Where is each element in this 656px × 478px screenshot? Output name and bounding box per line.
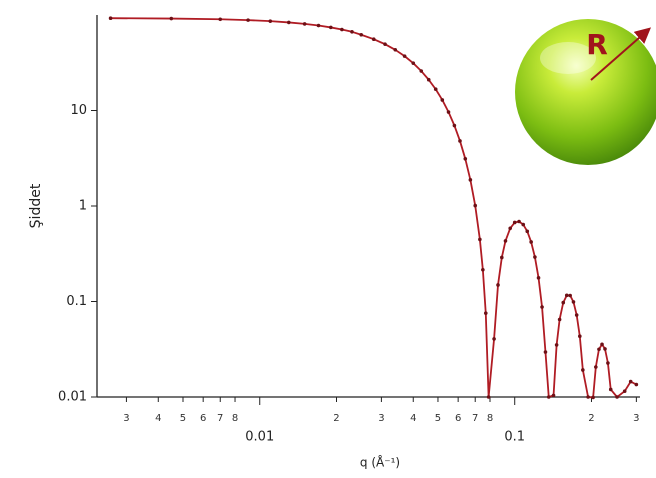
data-point bbox=[393, 48, 397, 52]
data-point bbox=[537, 276, 541, 280]
data-point bbox=[606, 361, 610, 365]
data-point bbox=[597, 347, 601, 351]
x-minor-tick-label: 8 bbox=[487, 413, 493, 424]
x-minor-tick-label: 7 bbox=[217, 413, 223, 424]
data-point bbox=[603, 347, 607, 351]
data-point bbox=[591, 396, 595, 400]
data-point bbox=[463, 157, 467, 161]
data-point bbox=[513, 221, 517, 225]
data-point bbox=[453, 124, 457, 128]
data-point bbox=[481, 268, 485, 272]
y-axis-label: Şiddet bbox=[28, 183, 44, 228]
data-point bbox=[521, 223, 525, 227]
y-tick-label: 1 bbox=[79, 199, 87, 214]
data-point bbox=[629, 380, 633, 384]
data-point bbox=[447, 110, 451, 114]
data-point bbox=[581, 368, 585, 372]
x-axis-label: q (Å⁻¹) bbox=[360, 455, 400, 470]
chart: R Şiddet q (Å⁻¹) 0.010.11103456780.01234… bbox=[0, 0, 656, 478]
page: {"chart_data": { "type": "line", "xlabel… bbox=[0, 0, 656, 478]
data-point bbox=[623, 389, 627, 393]
data-point bbox=[359, 33, 363, 37]
data-point bbox=[525, 230, 529, 234]
data-point bbox=[544, 350, 548, 354]
data-point bbox=[317, 24, 321, 28]
data-point bbox=[558, 318, 562, 322]
data-point bbox=[350, 30, 354, 34]
data-point bbox=[469, 178, 473, 182]
x-tick-label: 0.01 bbox=[245, 430, 274, 445]
radius-label: R bbox=[586, 28, 608, 61]
data-point bbox=[441, 98, 445, 102]
data-point bbox=[411, 61, 415, 65]
data-point bbox=[492, 337, 496, 341]
x-minor-tick-label: 2 bbox=[588, 413, 594, 424]
data-point bbox=[615, 395, 619, 399]
data-point bbox=[547, 395, 551, 399]
data-point bbox=[565, 294, 569, 298]
data-point bbox=[609, 388, 613, 392]
data-point bbox=[635, 383, 639, 387]
x-minor-tick-label: 6 bbox=[200, 413, 206, 424]
x-minor-tick-label: 8 bbox=[232, 413, 238, 424]
data-point bbox=[434, 87, 438, 91]
data-point bbox=[572, 300, 576, 304]
data-point bbox=[484, 311, 488, 315]
data-point bbox=[246, 18, 250, 22]
data-point bbox=[287, 21, 291, 25]
data-point bbox=[383, 42, 387, 46]
data-point bbox=[478, 238, 482, 242]
data-point bbox=[552, 394, 556, 398]
data-point bbox=[504, 239, 508, 243]
data-point bbox=[218, 17, 222, 21]
data-point bbox=[540, 305, 544, 309]
x-minor-tick-label: 5 bbox=[180, 413, 186, 424]
x-minor-tick-label: 7 bbox=[472, 413, 478, 424]
data-point bbox=[594, 365, 598, 369]
data-point bbox=[561, 301, 565, 305]
data-point bbox=[533, 255, 537, 259]
data-point bbox=[555, 343, 559, 347]
data-point bbox=[372, 37, 376, 41]
x-minor-tick-label: 3 bbox=[378, 413, 384, 424]
x-minor-tick-label: 5 bbox=[435, 413, 441, 424]
data-point bbox=[517, 220, 521, 224]
data-point bbox=[340, 28, 344, 32]
data-point bbox=[303, 22, 307, 26]
data-point bbox=[586, 395, 590, 399]
x-minor-tick-label: 4 bbox=[410, 413, 416, 424]
y-tick-label: 0.1 bbox=[66, 294, 87, 309]
x-minor-tick-label: 4 bbox=[155, 413, 161, 424]
data-point bbox=[496, 283, 500, 287]
sphere-illustration: R bbox=[515, 19, 656, 165]
data-point bbox=[109, 16, 113, 20]
x-minor-tick-label: 6 bbox=[455, 413, 461, 424]
x-minor-tick-label: 2 bbox=[333, 413, 339, 424]
x-tick-label: 0.1 bbox=[504, 430, 525, 445]
data-point bbox=[458, 139, 462, 143]
data-point bbox=[487, 395, 491, 399]
data-point bbox=[403, 54, 407, 58]
y-tick-label: 10 bbox=[70, 103, 87, 118]
data-point bbox=[575, 313, 579, 317]
x-minor-tick-label: 3 bbox=[633, 413, 639, 424]
y-tick-label: 0.01 bbox=[58, 390, 87, 405]
data-point bbox=[473, 204, 477, 208]
data-point bbox=[170, 17, 174, 21]
data-point bbox=[500, 256, 504, 260]
x-minor-tick-label: 3 bbox=[123, 413, 129, 424]
data-point bbox=[427, 78, 431, 82]
data-point bbox=[568, 294, 572, 298]
data-point bbox=[600, 343, 604, 347]
data-point bbox=[329, 26, 333, 30]
data-point bbox=[529, 240, 533, 244]
data-point bbox=[419, 69, 423, 73]
data-point bbox=[268, 19, 272, 23]
data-point bbox=[578, 334, 582, 338]
data-point bbox=[508, 227, 512, 231]
